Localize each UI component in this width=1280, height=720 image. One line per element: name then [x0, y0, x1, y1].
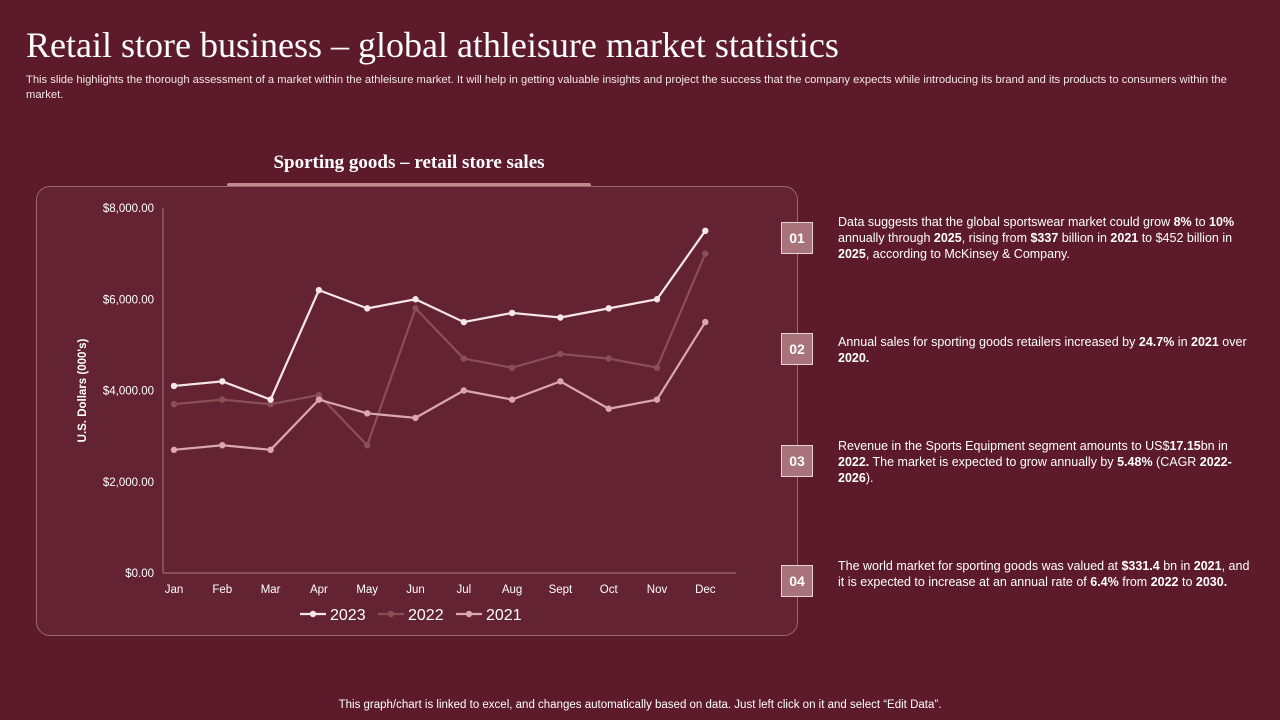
data-point-2021	[267, 446, 274, 454]
data-point-2021	[170, 446, 178, 454]
data-point-2022	[315, 391, 323, 399]
x-tick-label: Oct	[600, 584, 619, 596]
data-point-2022	[219, 396, 226, 403]
chart-title-underline	[227, 183, 591, 187]
point-text-02: Annual sales for sporting goods retailer…	[838, 335, 1247, 365]
x-tick-label: Jun	[406, 584, 425, 596]
legend-label-2021: 2021	[486, 607, 522, 624]
footer-note: This graph/chart is linked to excel, and…	[338, 699, 942, 711]
x-tick-label: Aug	[502, 584, 522, 596]
point-text-04: The world market for sporting goods was …	[838, 559, 1250, 589]
data-point-2023	[702, 227, 709, 235]
data-point-2022	[412, 305, 419, 312]
data-point-2023	[267, 396, 274, 403]
sales-line-chart[interactable]: $0.00 $2,000.00 $4,000.00 $6,000.00 $8,000.0…	[36, 186, 798, 636]
data-point-2023	[364, 305, 371, 312]
data-point-2023	[557, 314, 564, 321]
data-point-2021	[702, 318, 709, 326]
data-point-2021	[508, 396, 516, 403]
data-point-2022	[508, 364, 516, 371]
chart-title: Sporting goods – retail store sales	[273, 152, 545, 173]
series-line-2023	[173, 230, 707, 401]
x-tick-label: Dec	[695, 584, 716, 596]
data-point-2021	[653, 396, 661, 403]
x-tick-label: Mar	[261, 584, 281, 596]
data-point-2021	[364, 410, 371, 417]
data-point-2021	[460, 387, 467, 394]
legend-swatch-dot-2022	[387, 610, 395, 618]
data-point-2023	[508, 309, 516, 317]
data-point-2023	[412, 296, 419, 303]
data-point-2021	[219, 442, 226, 449]
y-tick-label: $2,000.00	[103, 477, 154, 489]
point-badge-04: 04	[781, 565, 813, 597]
series-line-2021	[173, 321, 707, 451]
data-point-2022	[653, 364, 661, 371]
data-point-2022	[702, 250, 709, 257]
page-subtitle: This slide highlights the thorough asses…	[26, 74, 1227, 101]
data-point-2023	[219, 378, 226, 385]
data-point-2022	[460, 355, 467, 362]
x-tick-label: May	[356, 584, 378, 596]
x-tick-label: Jan	[165, 584, 184, 596]
data-point-2022	[605, 355, 612, 362]
y-axis-label: U.S. Dollars (000's)	[77, 338, 89, 442]
series-line-2022	[173, 253, 707, 447]
x-tick-label: Nov	[647, 584, 668, 596]
legend-label-2022: 2022	[408, 607, 444, 624]
data-point-2021	[557, 378, 564, 385]
y-tick-label: $6,000.00	[103, 294, 154, 306]
data-point-2022	[267, 400, 274, 408]
x-tick-label: Feb	[212, 584, 232, 596]
point-badge-01: 01	[781, 222, 813, 254]
page-title: Retail store business – global athleisur…	[26, 25, 839, 65]
x-tick-label: Apr	[310, 584, 328, 596]
data-point-2021	[315, 396, 323, 403]
data-point-2023	[460, 318, 467, 326]
data-point-2023	[170, 382, 178, 390]
x-tick-label: Sept	[549, 584, 573, 596]
y-tick-label: $4,000.00	[103, 386, 154, 398]
x-tick-label: Jul	[456, 584, 471, 596]
data-point-2022	[170, 400, 178, 408]
legend-swatch-dot-2023	[309, 610, 317, 618]
point-text-03: Revenue in the Sports Equipment segment …	[838, 439, 1232, 485]
y-tick-label: $0.00	[125, 568, 154, 580]
legend-swatch-dot-2021	[465, 610, 473, 618]
data-point-2022	[364, 442, 371, 449]
point-text-01: Data suggests that the global sportswear…	[838, 215, 1235, 261]
data-point-2021	[605, 405, 612, 412]
data-point-2021	[412, 414, 419, 422]
point-badge-02: 02	[781, 333, 813, 365]
data-point-2023	[315, 286, 323, 294]
data-point-2023	[605, 305, 612, 312]
y-tick-label: $8,000.00	[103, 203, 154, 215]
data-point-2023	[653, 296, 661, 303]
legend-label-2023: 2023	[330, 607, 366, 624]
data-point-2022	[557, 350, 564, 358]
point-badge-03: 03	[781, 445, 813, 477]
